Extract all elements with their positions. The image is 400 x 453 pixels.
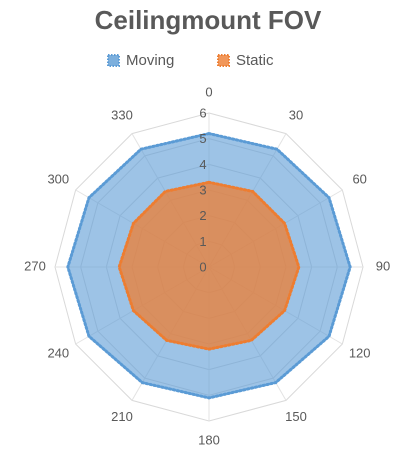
r-tick-label: 4 <box>199 157 206 172</box>
category-label: 330 <box>111 108 133 123</box>
r-tick-label: 5 <box>199 131 206 146</box>
category-label: 300 <box>47 171 69 186</box>
category-label: 270 <box>24 258 46 273</box>
legend-swatch <box>217 54 230 67</box>
r-tick-label: 6 <box>199 105 206 120</box>
series-area <box>117 180 301 351</box>
r-tick-label: 0 <box>199 259 206 274</box>
category-label: 90 <box>376 258 390 273</box>
legend-label: Static <box>236 52 274 69</box>
legend-swatch <box>107 54 120 67</box>
chart-title: Ceilingmount FOV <box>95 5 322 35</box>
category-label: 240 <box>47 345 69 360</box>
category-label: 120 <box>349 345 371 360</box>
r-tick-label: 3 <box>199 182 206 197</box>
r-tick-label: 1 <box>199 234 206 249</box>
legend-label: Moving <box>126 52 174 69</box>
category-label: 30 <box>289 108 303 123</box>
category-label: 60 <box>352 171 366 186</box>
category-label: 0 <box>205 84 212 99</box>
r-tick-label: 2 <box>199 208 206 223</box>
category-label: 210 <box>111 409 133 424</box>
category-label: 150 <box>285 409 307 424</box>
category-label: 180 <box>198 432 220 447</box>
